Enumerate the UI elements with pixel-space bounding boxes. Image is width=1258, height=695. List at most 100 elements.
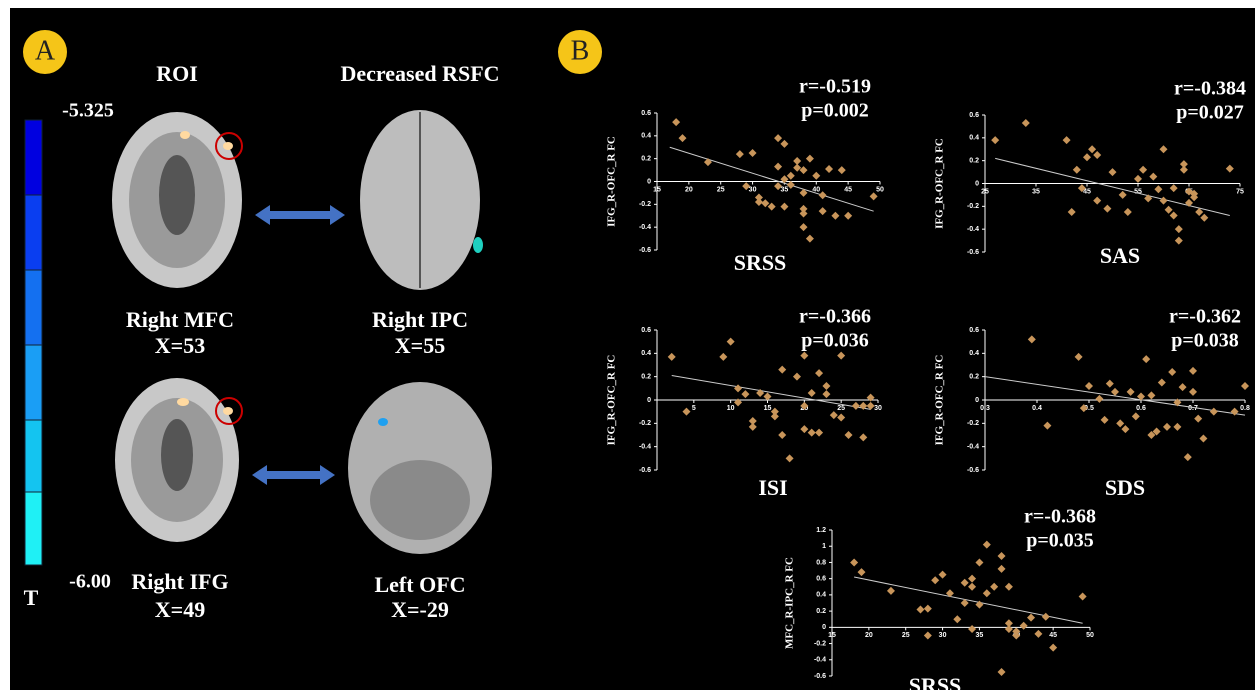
point <box>778 365 787 374</box>
point <box>1134 174 1142 183</box>
x-tick-label: 50 <box>1086 632 1094 639</box>
x-tick-label: 0.3 <box>980 405 990 412</box>
point <box>923 631 932 640</box>
x-tick-label: 25 <box>837 405 845 412</box>
point <box>754 198 763 207</box>
point <box>770 407 779 416</box>
point <box>1118 190 1127 199</box>
point <box>975 558 984 567</box>
x-tick-label: 15 <box>653 186 661 193</box>
point <box>1147 431 1156 439</box>
point <box>785 454 794 463</box>
x-tick-label: 35 <box>1032 188 1040 195</box>
point <box>1067 208 1076 217</box>
y-tick-label: 1 <box>822 543 826 550</box>
point <box>786 180 795 189</box>
point <box>997 551 1006 560</box>
point <box>825 164 834 173</box>
stat-p: p=0.035 <box>1026 530 1094 552</box>
cluster <box>180 131 190 139</box>
roi-name: Right IFG <box>131 569 228 594</box>
point <box>1027 335 1036 344</box>
point <box>703 158 712 167</box>
point <box>807 428 816 437</box>
x-axis-label: ISI <box>758 475 787 500</box>
point <box>805 234 814 243</box>
header: Decreased RSFC <box>340 61 499 86</box>
roi-coord: X=-29 <box>391 597 449 622</box>
y-tick-label: 0 <box>822 624 826 631</box>
y-tick-label: 0.2 <box>641 156 651 163</box>
point <box>866 401 875 410</box>
point <box>1021 118 1030 127</box>
point <box>1241 382 1249 390</box>
point <box>1225 164 1234 173</box>
point <box>837 166 846 175</box>
point <box>837 351 846 360</box>
y-tick-label: 0.4 <box>969 350 979 357</box>
point <box>799 204 808 213</box>
x-tick-label: 30 <box>874 405 882 412</box>
point <box>1072 165 1081 174</box>
y-tick-label: 0 <box>975 180 979 187</box>
point <box>786 171 795 180</box>
arrow <box>252 465 335 485</box>
roi-name: Left OFC <box>374 572 465 597</box>
point <box>774 162 783 171</box>
x-tick-label: 30 <box>939 632 947 639</box>
x-tick-label: 45 <box>1049 632 1057 639</box>
colorbar-min: -6.00 <box>69 571 111 593</box>
stat-r: r=-0.368 <box>1024 506 1096 528</box>
point <box>741 390 750 399</box>
y-tick-label: -0.6 <box>967 249 979 256</box>
y-tick-label: -0.2 <box>639 420 651 427</box>
point <box>1168 368 1177 376</box>
x-tick-label: 25 <box>902 632 910 639</box>
point <box>851 401 860 410</box>
point <box>1169 211 1178 220</box>
trend-line <box>669 146 874 212</box>
y-tick-label: 1.2 <box>816 527 826 534</box>
point <box>800 425 809 434</box>
point <box>1041 612 1050 621</box>
roi-circle <box>215 132 243 160</box>
point <box>734 398 743 407</box>
y-tick-label: 0.4 <box>969 135 979 142</box>
point <box>815 369 824 378</box>
point <box>754 193 763 202</box>
point <box>748 417 757 425</box>
y-tick-label: 0.6 <box>816 576 826 583</box>
point <box>682 407 691 416</box>
y-tick-label: -0.4 <box>967 226 979 233</box>
x-tick-label: 30 <box>749 186 757 193</box>
point <box>1142 355 1151 364</box>
point <box>1085 382 1093 390</box>
point <box>1043 421 1052 430</box>
x-tick-label: 20 <box>685 186 693 193</box>
x-tick-label: 40 <box>812 186 820 193</box>
point <box>774 182 783 191</box>
point <box>1159 145 1168 154</box>
point <box>1103 204 1112 213</box>
y-tick-label: -0.2 <box>967 203 979 210</box>
point <box>1164 205 1173 214</box>
cluster <box>223 142 233 150</box>
point <box>1154 185 1163 194</box>
roi-coord: X=55 <box>395 333 445 358</box>
point <box>968 574 977 583</box>
point <box>975 600 984 609</box>
cluster <box>378 418 388 426</box>
point <box>799 223 808 232</box>
x-tick-label: 20 <box>865 632 873 639</box>
colorbar-step <box>24 194 43 271</box>
badge: A <box>35 35 56 66</box>
point <box>1108 168 1117 177</box>
roi-name: Right MFC <box>126 307 234 332</box>
x-tick-label: 5 <box>692 405 696 412</box>
x-tick-label: 55 <box>1134 188 1142 195</box>
y-tick-label: 0 <box>975 397 979 404</box>
x-tick-label: 75 <box>1236 188 1244 195</box>
point <box>1088 145 1097 154</box>
stat-r: r=-0.384 <box>1174 78 1246 100</box>
colorbar-step <box>24 269 43 346</box>
